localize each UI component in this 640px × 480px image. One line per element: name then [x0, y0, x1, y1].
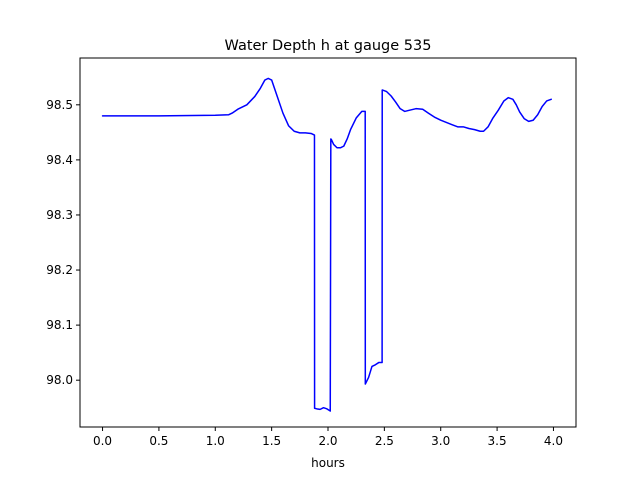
x-tick-label: 0.5: [149, 434, 168, 448]
x-tick-label: 2.0: [318, 434, 337, 448]
x-tick-label: 2.5: [375, 434, 394, 448]
plot-area: [101, 77, 552, 412]
y-tick-label: 98.1: [46, 318, 73, 332]
plot-frame: [79, 57, 577, 428]
y-tick-label: 98.2: [46, 263, 73, 277]
x-tick-label: 3.5: [488, 434, 507, 448]
y-axis: 98.0 98.1 98.2 98.3 98.4 98.5: [46, 98, 80, 387]
chart-title: Water Depth h at gauge 535: [225, 38, 432, 54]
x-axis-label: hours: [311, 456, 345, 470]
x-tick-label: 0.0: [93, 434, 112, 448]
x-tick-label: 1.5: [262, 434, 281, 448]
y-tick-label: 98.3: [46, 208, 73, 222]
y-tick-label: 98.5: [46, 98, 73, 112]
series-line-0: [101, 77, 552, 412]
x-tick-label: 3.0: [431, 434, 450, 448]
y-tick-label: 98.0: [46, 373, 73, 387]
x-axis: 0.0 0.5 1.0 1.5 2.0 2.5 3.0 3.5 4.0: [93, 427, 563, 448]
y-tick-label: 98.4: [46, 153, 73, 167]
x-tick-label: 4.0: [544, 434, 563, 448]
x-tick-label: 1.0: [206, 434, 225, 448]
